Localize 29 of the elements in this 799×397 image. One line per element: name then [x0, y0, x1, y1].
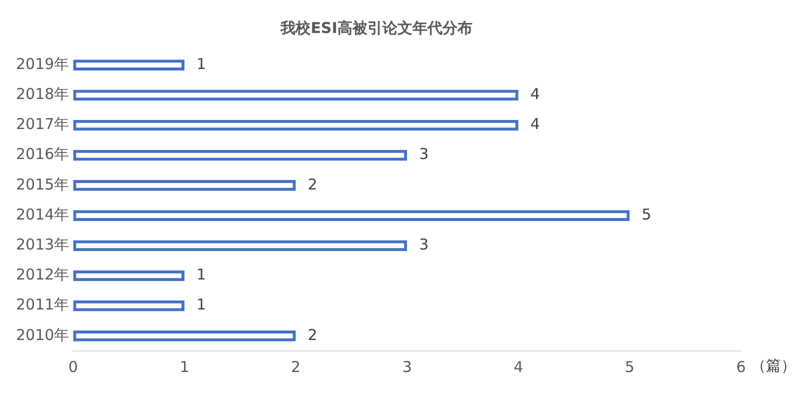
data-label: 2	[308, 175, 318, 194]
x-tick-label: 2	[291, 358, 301, 376]
x-tick-label: 1	[180, 358, 190, 376]
x-tick-label: 6	[736, 358, 746, 376]
y-tick-label: 2010年	[16, 326, 70, 344]
y-tick-label: 2011年	[16, 296, 70, 314]
y-tick-label: 2019年	[16, 54, 70, 73]
y-tick-label: 2017年	[16, 115, 70, 134]
data-label: 5	[642, 205, 652, 224]
y-tick-label: 2013年	[16, 236, 70, 254]
data-label: 2	[308, 326, 318, 344]
data-label: 4	[530, 85, 540, 104]
y-tick-label: 2015年	[16, 175, 70, 194]
x-tick-label: 3	[402, 358, 412, 376]
x-tick-label: 4	[514, 358, 524, 376]
data-label: 1	[196, 296, 206, 314]
x-axis-title: （篇）	[751, 356, 796, 374]
y-tick-label: 2014年	[16, 205, 70, 224]
data-label: 4	[530, 115, 540, 134]
x-tick-label: 5	[624, 358, 634, 376]
y-tick-label: 2016年	[16, 145, 70, 164]
chart-title: 我校ESI高被引论文年代分布	[280, 18, 472, 37]
data-label: 3	[419, 236, 429, 254]
data-label: 3	[419, 145, 429, 164]
y-tick-label: 2012年	[16, 266, 70, 284]
y-tick-label: 2018年	[16, 85, 70, 104]
data-label: 1	[196, 266, 206, 284]
x-tick-label: 0	[68, 358, 78, 376]
data-label: 1	[196, 54, 206, 73]
